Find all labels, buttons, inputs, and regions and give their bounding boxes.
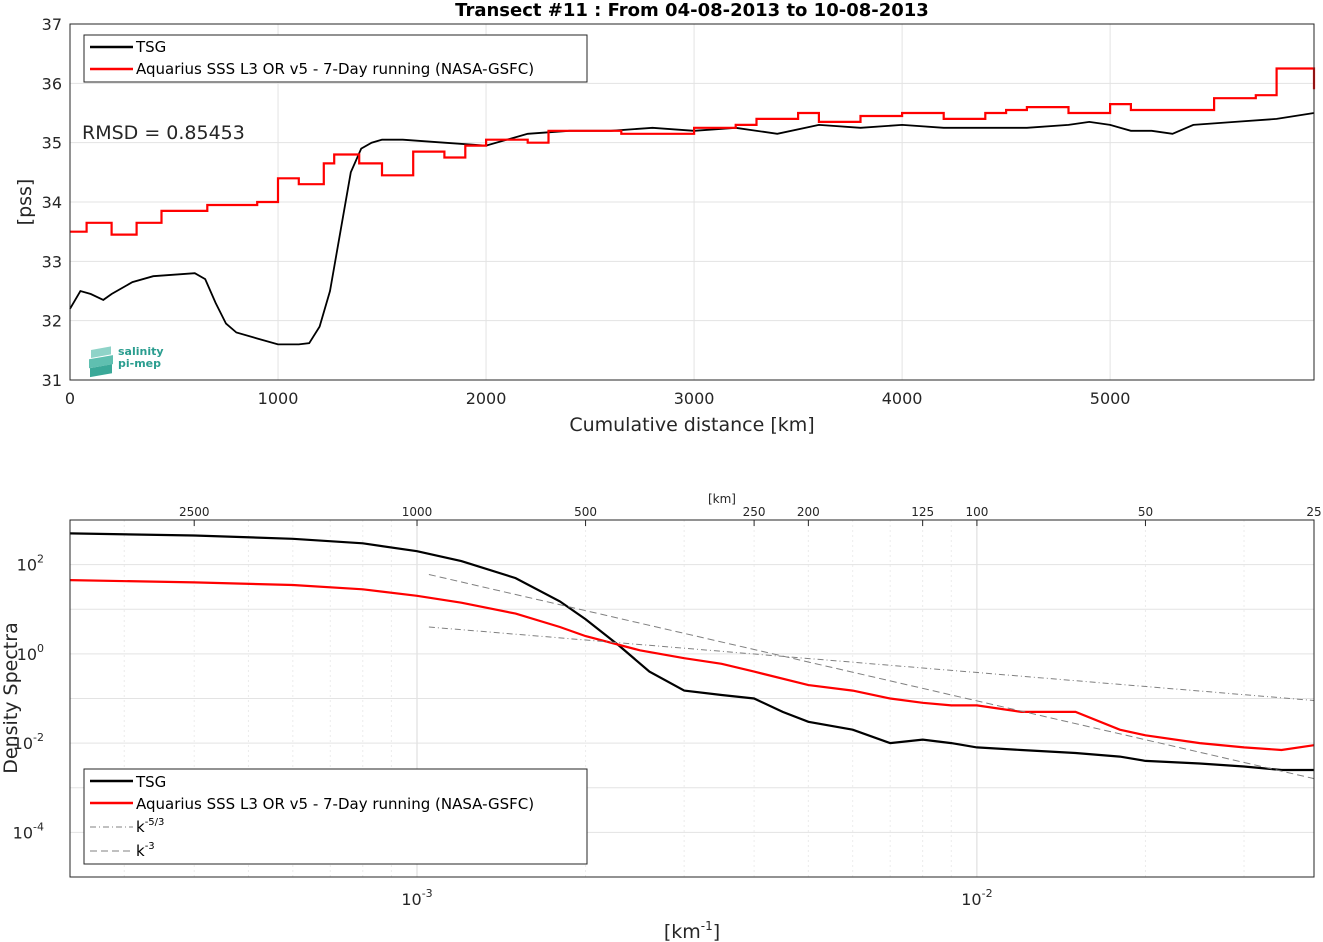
top-x-ticks: 0 1000 2000 3000 4000 5000	[65, 389, 1131, 408]
bottom-legend: TSG Aquarius SSS L3 OR v5 - 7-Day runnin…	[83, 768, 588, 865]
bottom-y-tick-label: 100	[17, 642, 44, 664]
bottom-x-ticks: 10-3 10-2	[401, 887, 992, 909]
bottom-y-ticks: 102 100 10-2 10-4	[13, 553, 44, 843]
bottom-plot-frame	[69, 519, 1315, 878]
logo-text-pimep: pi-mep	[118, 357, 161, 370]
top-axis-tick-label: 2500	[179, 505, 210, 519]
k-3-reference-line	[428, 574, 1315, 780]
top-chart-title: Transect #11 : From 04-08-2013 to 10-08-…	[455, 0, 929, 21]
top-x-tick-label: 0	[65, 389, 75, 408]
top-y-tick-label: 36	[42, 74, 62, 93]
bottom-y-axis-label: Density Spectra	[0, 622, 22, 773]
top-axis-tick-label: 1000	[402, 505, 433, 519]
bottom-y-tick-label: 10-4	[13, 820, 44, 842]
bottom-top-ticks: 2500 1000 500 250 200 125 100 50 25	[179, 505, 1322, 526]
top-axis-tick-label: 125	[911, 505, 934, 519]
top-x-axis-label: Cumulative distance [km]	[569, 414, 814, 436]
k-5-3-reference-line	[428, 626, 1315, 701]
top-y-tick-label: 35	[42, 134, 62, 153]
bottom-series-group	[69, 532, 1315, 780]
aquarius-spectrum-line	[69, 579, 1315, 752]
top-axis-tick-label: 200	[797, 505, 820, 519]
top-axis-tick-label: 100	[965, 505, 988, 519]
bottom-legend-label-k3: k-3	[136, 841, 155, 860]
aquarius-series-line	[70, 67, 1316, 236]
top-axis-km-label: [km]	[708, 492, 736, 506]
top-y-ticks: 31 32 33 34 35 36 37	[42, 15, 62, 390]
top-legend: TSG Aquarius SSS L3 OR v5 - 7-Day runnin…	[83, 34, 588, 83]
top-axis-tick-label: 50	[1138, 505, 1153, 519]
top-y-tick-label: 37	[42, 15, 62, 34]
bottom-x-axis-label: [km-1]	[664, 919, 720, 942]
tsg-spectrum-line	[69, 532, 1314, 772]
top-x-tick-label: 4000	[882, 389, 923, 408]
top-axis-tick-label: 500	[574, 505, 597, 519]
top-legend-box	[83, 34, 588, 83]
top-legend-label-tsg: TSG	[135, 38, 166, 56]
top-legend-label-aquarius: Aquarius SSS L3 OR v5 - 7-Day running (N…	[136, 60, 534, 78]
top-y-tick-label: 32	[42, 312, 62, 331]
bottom-x-tick-label: 10-2	[961, 887, 992, 909]
top-y-tick-label: 33	[42, 252, 62, 271]
top-y-axis-label: [pss]	[14, 179, 36, 226]
tsg-series-line	[69, 112, 1315, 346]
top-y-tick-label: 34	[42, 193, 62, 212]
bottom-legend-label-tsg: TSG	[135, 773, 166, 791]
top-x-tick-label: 2000	[466, 389, 507, 408]
top-x-tick-label: 5000	[1090, 389, 1131, 408]
top-chart: Transect #11 : From 04-08-2013 to 10-08-…	[14, 0, 1316, 436]
top-axis-tick-label: 25	[1306, 505, 1321, 519]
logo-text-salinity: salinity	[118, 345, 164, 358]
bottom-legend-label-aquarius: Aquarius SSS L3 OR v5 - 7-Day running (N…	[136, 795, 534, 813]
top-x-tick-label: 3000	[674, 389, 715, 408]
rmsd-annotation: RMSD = 0.85453	[82, 122, 245, 144]
bottom-y-tick-label: 102	[17, 553, 44, 575]
top-plot-frame	[69, 23, 1315, 381]
bottom-chart: 10-3 10-2 102 100 10-2 10-4 2500 1000 500 250 20…	[0, 492, 1322, 942]
top-axis-tick-label: 250	[743, 505, 766, 519]
top-x-tick-label: 1000	[258, 389, 299, 408]
bottom-x-tick-label: 10-3	[401, 887, 432, 909]
bottom-legend-label-k53: k-5/3	[136, 817, 164, 836]
top-y-tick-label: 31	[42, 371, 62, 390]
salinity-pi-mep-logo: salinity pi-mep	[89, 345, 164, 378]
top-series-group	[69, 67, 1316, 346]
bottom-y-tick-label: 10-2	[13, 731, 44, 753]
bottom-legend-box	[83, 768, 588, 865]
